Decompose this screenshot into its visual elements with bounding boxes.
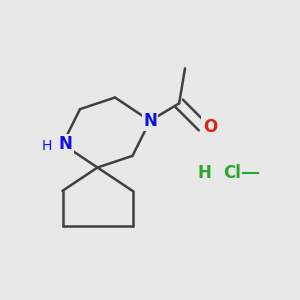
Text: Cl: Cl [223, 164, 241, 182]
Text: H: H [41, 139, 52, 153]
Text: O: O [203, 118, 217, 136]
Text: N: N [58, 135, 72, 153]
Text: H: H [197, 164, 211, 182]
Text: N: N [143, 112, 157, 130]
